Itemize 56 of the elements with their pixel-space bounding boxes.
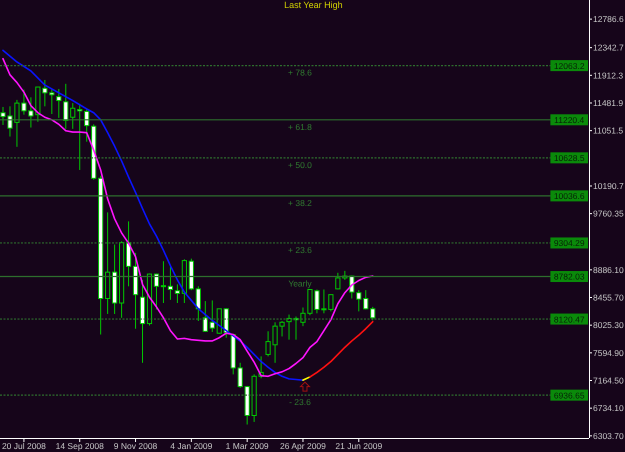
candlestick — [154, 272, 160, 310]
line-series — [2, 58, 374, 378]
line-series — [309, 320, 374, 378]
candlestick — [321, 289, 326, 314]
y-tick-label: 7164.50 — [593, 376, 624, 386]
candlestick — [279, 320, 285, 337]
ref-line-label: 8120.47 — [554, 314, 585, 324]
y-tick-label: 11912.3 — [593, 70, 624, 80]
candlestick — [14, 99, 20, 148]
annotation: + 50.0 — [288, 160, 312, 170]
annotation: Last Year High — [284, 0, 343, 10]
y-tick-label: 6303.70 — [593, 430, 624, 441]
x-tick-label: 26 Apr 2009 — [280, 441, 326, 451]
x-tick-label: 9 Nov 2008 — [114, 441, 158, 451]
candlestick — [56, 88, 62, 118]
candlestick — [272, 322, 278, 364]
ref-line-label: 8782.03 — [554, 272, 585, 282]
annotation: + 23.6 — [288, 244, 312, 255]
y-tick-label: 6734.10 — [593, 403, 624, 414]
candlestick — [307, 289, 313, 316]
candlestick — [21, 89, 27, 116]
ref-line-label: 6936.65 — [554, 390, 585, 400]
y-tick-label: 11051.5 — [593, 126, 624, 136]
ref-line-label: 11220.4 — [554, 114, 585, 125]
y-tick-label: 12342.7 — [593, 42, 624, 53]
candlestick — [174, 284, 180, 304]
ref-line-label: 9304.29 — [554, 238, 585, 248]
annotation: Yearly — [288, 278, 312, 289]
x-tick-label: 20 Jul 2008 — [2, 441, 46, 451]
candlestick — [314, 289, 320, 314]
x-tick-label: 21 Jun 2009 — [335, 441, 382, 451]
candlestick — [28, 96, 34, 128]
y-tick-label: 10190.7 — [593, 180, 624, 191]
x-tick-label: 4 Jan 2009 — [170, 441, 213, 451]
y-tick-label: 12786.6 — [593, 14, 624, 24]
annotation: + 61.8 — [288, 122, 312, 132]
ref-line-label: 12063.2 — [554, 60, 585, 71]
annotation: - 23.6 — [289, 397, 312, 408]
y-tick-label: 9760.35 — [593, 208, 624, 219]
y-tick-label: 11481.9 — [593, 98, 624, 108]
ref-line-label: 10036.6 — [554, 191, 585, 202]
candlestick — [0, 106, 6, 126]
x-tick-label: 1 Mar 2009 — [226, 441, 269, 451]
candlestick — [300, 307, 306, 327]
annotation: + 78.6 — [288, 68, 312, 78]
candlestick — [265, 330, 271, 357]
y-tick-label: 7594.90 — [593, 348, 624, 358]
ref-line-label: 10628.5 — [554, 153, 585, 164]
x-tick-label: 14 Sep 2008 — [56, 441, 104, 451]
candlestick — [328, 294, 334, 312]
annotation: + 38.2 — [288, 198, 312, 208]
candlestick — [168, 266, 174, 300]
y-tick-label: 8886.10 — [593, 264, 624, 275]
candlestick — [160, 260, 166, 304]
y-tick-label: 8025.30 — [593, 320, 624, 330]
y-tick-label: 8455.70 — [593, 292, 624, 303]
